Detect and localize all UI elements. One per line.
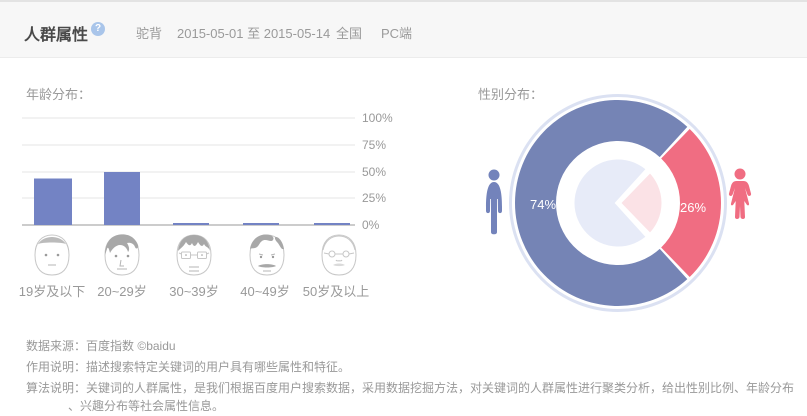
- svg-text:26%: 26%: [680, 200, 706, 215]
- svg-text:74%: 74%: [530, 197, 556, 212]
- svg-text:100%: 100%: [362, 111, 393, 125]
- svg-text:50%: 50%: [362, 165, 386, 179]
- svg-text:0%: 0%: [362, 218, 380, 232]
- svg-text:75%: 75%: [362, 138, 386, 152]
- svg-text:25%: 25%: [362, 191, 386, 205]
